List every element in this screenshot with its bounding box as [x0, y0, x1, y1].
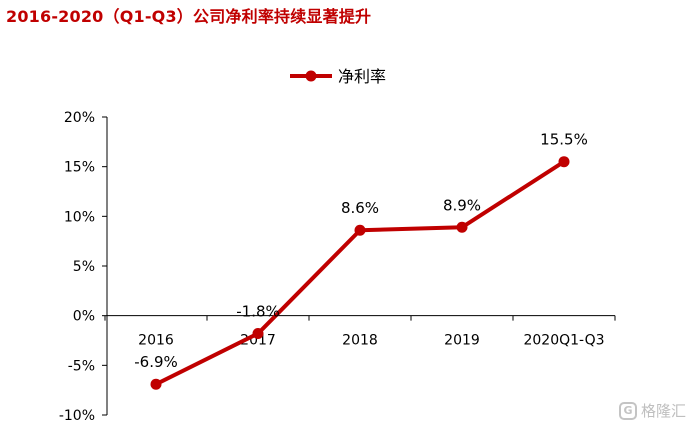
watermark-text: 格隆汇 [640, 402, 686, 420]
gelonghui-logo-icon: G [618, 401, 637, 420]
y-tick-label: -10% [59, 408, 95, 424]
legend-label: 净利率 [338, 67, 386, 86]
y-tick-label: 5% [73, 259, 95, 275]
data-label: 8.6% [341, 199, 379, 217]
data-point [150, 378, 162, 390]
data-point [252, 328, 264, 340]
series-line [155, 160, 566, 386]
data-label: -6.9% [134, 353, 178, 371]
series-layer: -6.9% -1.8% 8.6% 8.9% 15.5% [134, 131, 588, 390]
chart-title: 2016-2020（Q1-Q3）公司净利率持续显著提升 [6, 7, 372, 26]
y-tick-label: 15% [64, 160, 95, 176]
y-tick-label: -5% [68, 358, 95, 374]
y-tick-label: 10% [64, 209, 95, 225]
x-tick-label: 2016 [138, 333, 174, 349]
legend-marker-icon [305, 70, 317, 82]
x-tick-label: 2018 [342, 333, 378, 349]
data-point [354, 224, 366, 236]
watermark: G 格隆汇 [618, 400, 686, 421]
data-label: -1.8% [236, 303, 280, 321]
y-axis: 20% 15% 10% 5% 0% -5% -10% [59, 110, 108, 424]
data-label: 15.5% [540, 131, 588, 149]
data-point [456, 221, 468, 233]
x-axis: 2016 2017 2018 2019 2020Q1-Q3 [104, 315, 616, 349]
y-tick-label: 0% [73, 309, 95, 325]
data-point [558, 156, 570, 168]
y-tick-label: 20% [64, 110, 95, 126]
data-label: 8.9% [443, 196, 481, 214]
x-tick-label: 2019 [444, 333, 480, 349]
x-tick-label: 2020Q1-Q3 [523, 333, 604, 349]
legend: 净利率 [290, 67, 386, 86]
